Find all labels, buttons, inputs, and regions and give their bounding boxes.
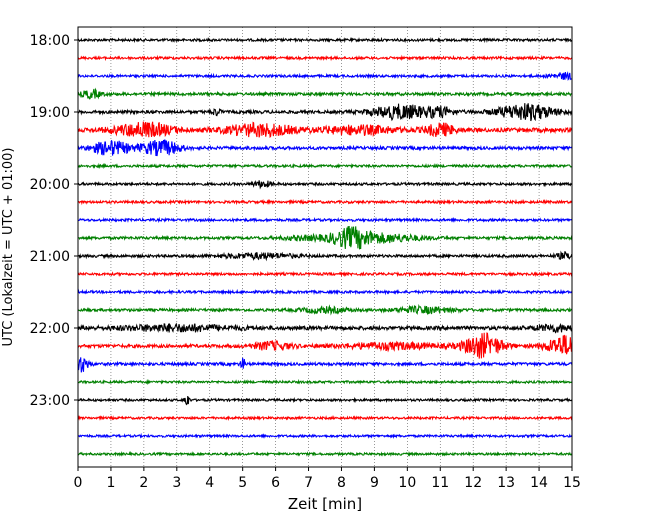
x-tick-label-12: 12 [464,475,482,491]
x-tick-label-14: 14 [530,475,548,491]
trace-1845 [77,87,573,100]
trace-2230 [77,357,573,373]
trace-1930 [77,139,573,157]
trace-2215 [77,332,573,359]
y-tick-label-0: 18:00 [30,33,70,49]
y-axis-label: UTC (Lokalzeit = UTC + 01:00) [1,148,16,347]
y-tick-label-4: 22:00 [30,321,70,337]
vertical-grid [110,27,540,467]
trace-1945 [77,162,573,170]
x-tick-label-0: 0 [74,475,83,491]
x-tick-label-11: 11 [431,475,449,491]
trace-2030 [77,216,573,224]
x-tick-label-4: 4 [205,475,214,491]
trace-2000 [77,180,573,190]
y-tick-label-5: 23:00 [30,393,70,409]
x-tick-label-15: 15 [563,475,581,491]
trace-2100 [77,250,573,262]
x-tick-label-2: 2 [139,475,148,491]
trace-1915 [77,121,573,139]
trace-2345 [77,450,573,457]
x-axis-label: Zeit [min] [288,495,362,513]
trace-2245 [77,378,573,386]
trace-2115 [77,270,573,278]
x-tick-label-10: 10 [398,475,416,491]
x-tick-label-9: 9 [370,475,379,491]
x-tick-label-6: 6 [271,475,280,491]
trace-1800 [77,36,573,44]
y-tick-label-3: 21:00 [30,249,70,265]
trace-2045 [77,225,573,250]
x-tick-label-7: 7 [304,475,313,491]
x-tick-label-13: 13 [497,475,515,491]
plot-frame [77,26,573,468]
trace-1830 [77,71,573,81]
x-axis-ticks: 0 1 2 3 4 5 6 7 8 9 10 11 12 13 14 15 [74,467,581,491]
trace-1815 [77,54,573,62]
x-tick-label-5: 5 [238,475,247,491]
trace-2315 [77,414,573,422]
trace-2200 [77,322,573,334]
y-tick-label-2: 20:00 [30,177,70,193]
y-axis-ticks: 18:00 19:00 20:00 21:00 22:00 23:00 [30,33,78,409]
trace-2015 [77,198,573,206]
x-tick-label-3: 3 [172,475,181,491]
x-tick-label-8: 8 [337,475,346,491]
trace-lines [77,36,573,457]
trace-2330 [77,432,573,440]
trace-2145 [77,303,573,316]
trace-1900 [77,103,573,122]
trace-2130 [77,288,573,296]
trace-2300 [77,396,573,406]
x-tick-label-1: 1 [106,475,115,491]
y-tick-label-1: 19:00 [30,105,70,121]
